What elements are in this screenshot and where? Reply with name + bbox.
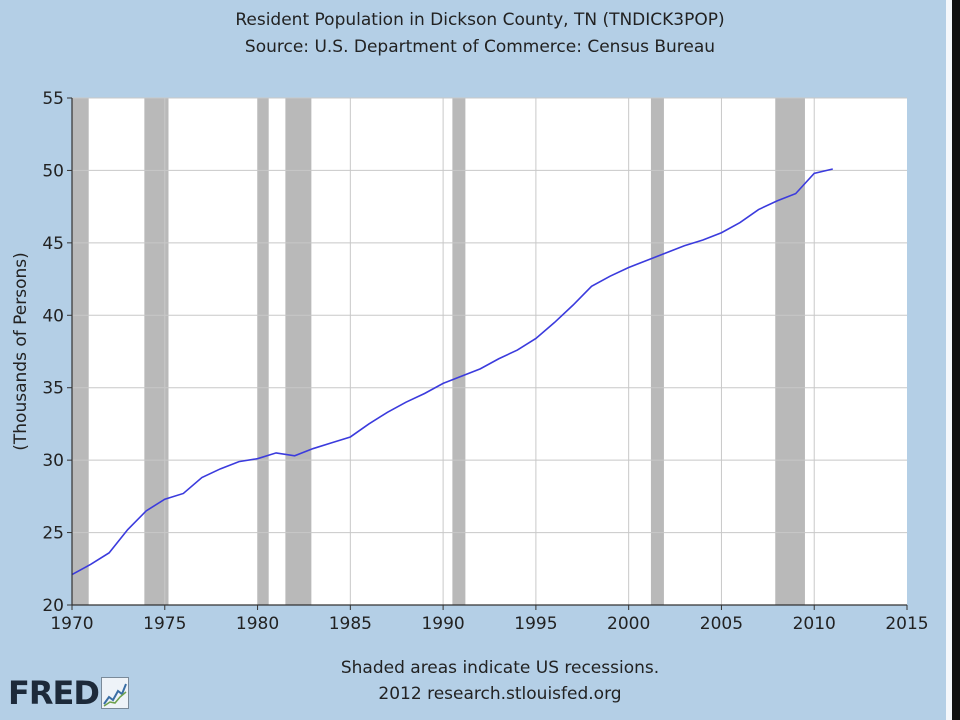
plot-area — [72, 98, 907, 605]
x-tick-label: 2015 — [885, 614, 928, 634]
recession-band — [72, 98, 89, 605]
y-tick-label: 40 — [42, 306, 64, 326]
y-tick-label: 45 — [42, 234, 64, 254]
chart-subtitle: Source: U.S. Department of Commerce: Cen… — [244, 37, 716, 57]
x-tick-label: 1995 — [514, 614, 557, 634]
x-tick-label: 1990 — [421, 614, 464, 634]
x-tick-label: 1970 — [50, 614, 93, 634]
window-border — [952, 0, 960, 720]
axes: 20 25 30 35 40 45 50 55 1970 1975 1980 1985 1990 1995… — [42, 89, 928, 634]
series — [71, 168, 833, 576]
window-edge — [946, 0, 952, 720]
y-tick-label: 35 — [42, 379, 64, 399]
fred-logo-text: FRED — [8, 674, 100, 712]
recession-band — [285, 98, 312, 605]
x-tick-label: 2010 — [793, 614, 836, 634]
recession-band — [650, 98, 664, 605]
x-tick-label: 1975 — [143, 614, 186, 634]
chart-title: Resident Population in Dickson County, T… — [235, 10, 725, 30]
grid — [72, 97, 907, 605]
series-line — [71, 168, 833, 576]
chart-trend-icon — [100, 677, 129, 709]
credit-line: 2012 research.stlouisfed.org — [378, 684, 622, 704]
recession-note: Shaded areas indicate US recessions. — [340, 658, 660, 678]
recession-band — [452, 98, 466, 605]
y-tick-label: 30 — [42, 451, 64, 471]
x-tick-label: 2000 — [607, 614, 650, 634]
x-tick-label: 1985 — [329, 614, 372, 634]
x-tick-label: 2005 — [700, 614, 743, 634]
y-axis-label: (Thousands of Persons) — [11, 252, 31, 450]
y-tick-label: 20 — [42, 596, 64, 616]
y-tick-label: 50 — [42, 161, 64, 181]
recession-band — [775, 98, 805, 605]
y-tick-label: 25 — [42, 524, 64, 544]
y-tick-label: 55 — [42, 89, 64, 109]
recession-band — [257, 98, 269, 605]
x-tick-label: 1980 — [236, 614, 279, 634]
fred-logo: FRED — [8, 672, 129, 714]
